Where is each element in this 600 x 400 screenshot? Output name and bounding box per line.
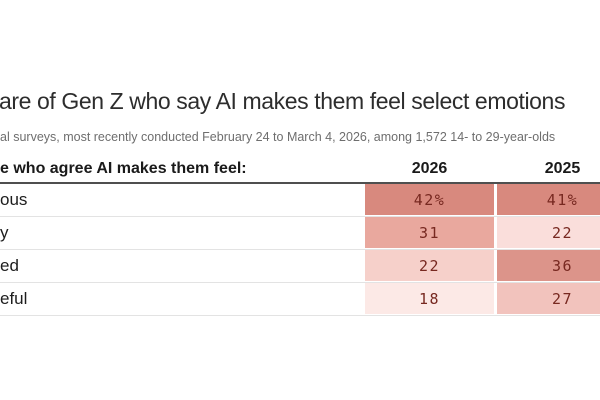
value-cell-2025: 41%	[497, 184, 600, 215]
value-cell-2026: 18	[365, 283, 494, 314]
value-cell-2026: 31	[365, 217, 494, 248]
value-cell-2026: 42%	[365, 184, 494, 215]
value-cell-2025: 22	[497, 217, 600, 248]
value-cell-2025: 27	[497, 283, 600, 314]
column-header-2025: 2025	[544, 160, 581, 177]
table-body: ous 42% 41% y 31 22 ed 22 36 eful 18 27	[0, 184, 600, 316]
column-header-2026: 2026	[411, 160, 448, 177]
chart-subtitle: al surveys, most recently conducted Febr…	[0, 130, 556, 144]
table-row: eful 18 27	[0, 283, 600, 316]
table-row: y 31 22	[0, 217, 600, 250]
row-label: ous	[0, 189, 28, 209]
row-header-label: e who agree AI makes them feel:	[0, 160, 247, 177]
chart-title: are of Gen Z who say AI makes them feel …	[0, 88, 566, 114]
row-label: eful	[0, 288, 28, 308]
header-divider	[0, 182, 600, 184]
table-row: ed 22 36	[0, 250, 600, 283]
table-header-row: e who agree AI makes them feel: 2026 202…	[0, 158, 600, 180]
row-label: ed	[0, 255, 19, 275]
table-row: ous 42% 41%	[0, 184, 600, 217]
value-cell-2026: 22	[365, 250, 494, 281]
value-cell-2025: 36	[497, 250, 600, 281]
row-label: y	[0, 222, 9, 242]
